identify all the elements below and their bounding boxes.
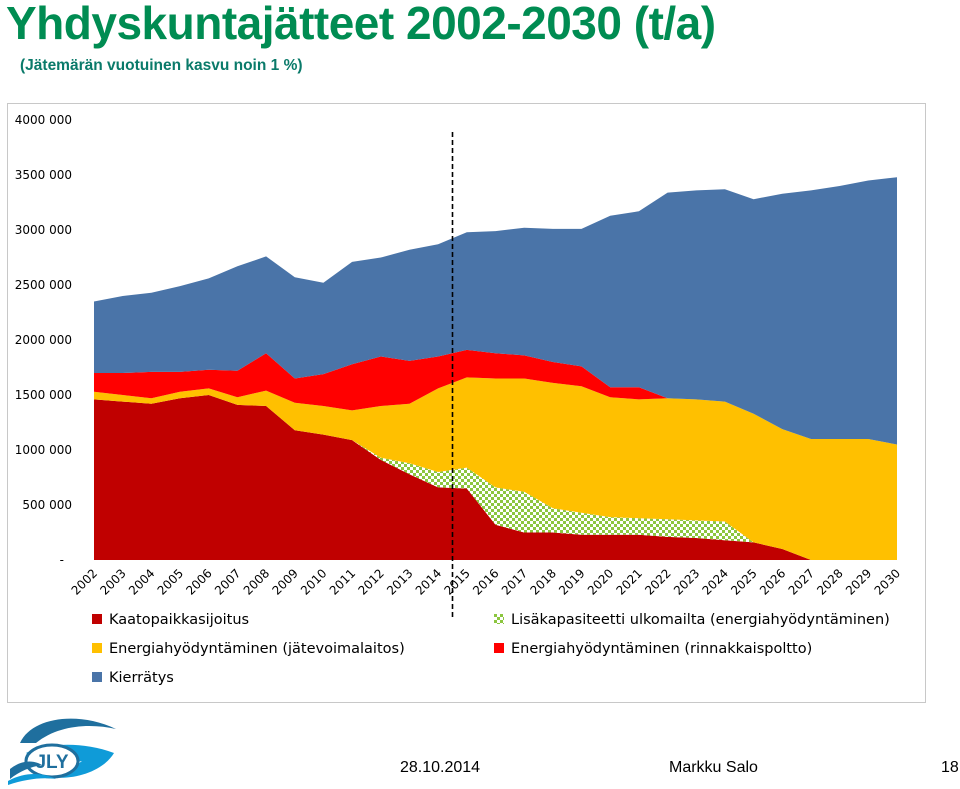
y-tick-label: 4000 000 <box>15 113 72 127</box>
y-tick-label: - <box>60 553 64 567</box>
series-areas <box>94 177 897 560</box>
footer-author: Markku Salo <box>669 759 758 776</box>
page-number: 18 <box>941 759 959 776</box>
x-tick-label: 2017 <box>499 566 530 597</box>
legend-swatch-energiahyodyntaminen-rinnakkaispoltto <box>494 643 504 653</box>
x-tick-label: 2026 <box>757 566 788 597</box>
y-tick-label: 2500 000 <box>15 278 72 292</box>
legend-swatch-kierratys <box>92 672 102 682</box>
footer-date: 28.10.2014 <box>400 759 481 776</box>
jly-logo: JLY <box>8 718 116 785</box>
legend-label-kaatopaikkasijoitus: Kaatopaikkasijoitus <box>109 612 249 628</box>
series-area-energiahyodyntaminen-jatevoimalaitos <box>94 377 897 560</box>
x-tick-label: 2002 <box>69 566 100 597</box>
y-tick-label: 500 000 <box>22 498 72 512</box>
x-tick-label: 2018 <box>528 566 559 597</box>
stacked-area-chart: - 500 000 1000 000 1500 000 2000 000 2500 000… <box>15 113 903 686</box>
y-tick-label: 2000 000 <box>15 333 72 347</box>
slide-subtitle: (Jätemärän vuotuinen kasvu noin 1 %) <box>20 57 303 74</box>
series-area-kaatopaikkasijoitus <box>94 395 897 560</box>
x-tick-label: 2027 <box>786 566 817 597</box>
x-tick-label: 2021 <box>614 566 645 597</box>
legend-swatch-lisakapasiteetti-ulkomailta-energiahyodyntaminen <box>494 614 504 624</box>
x-tick-label: 2029 <box>843 566 874 597</box>
x-tick-label: 2013 <box>384 566 415 597</box>
y-tick-label: 3000 000 <box>15 223 72 237</box>
y-tick-label: 1500 000 <box>15 388 72 402</box>
y-axis: - 500 000 1000 000 1500 000 2000 000 2500 000… <box>15 113 72 567</box>
x-tick-label: 2008 <box>241 566 272 597</box>
series-area-kierratys <box>94 177 897 445</box>
x-axis: 2002200320042005200620072008200920102011… <box>69 566 903 597</box>
legend-label-kierratys: Kierrätys <box>109 670 174 686</box>
x-tick-label: 2003 <box>97 566 128 597</box>
x-tick-label: 2015 <box>441 566 472 597</box>
series-area-energiahyodyntaminen-rinnakkaispoltto <box>94 349 897 445</box>
x-tick-label: 2004 <box>126 566 157 597</box>
x-tick-label: 2010 <box>298 566 329 597</box>
x-tick-label: 2019 <box>556 566 587 597</box>
x-tick-label: 2012 <box>355 566 386 597</box>
y-tick-label: 1000 000 <box>15 443 72 457</box>
x-tick-label: 2020 <box>585 566 616 597</box>
x-tick-label: 2022 <box>642 566 673 597</box>
x-tick-label: 2025 <box>728 566 759 597</box>
x-tick-label: 2030 <box>872 566 903 597</box>
legend-swatch-energiahyodyntaminen-jatevoimalaitos <box>92 643 102 653</box>
legend: Kaatopaikkasijoitus Lisäkapasiteetti ulko… <box>92 612 890 686</box>
chart-frame: - 500 000 1000 000 1500 000 2000 000 2500 000… <box>7 103 926 703</box>
slide-title: Yhdyskuntajätteet 2002-2030 (t/a) <box>6 0 716 49</box>
x-tick-label: 2028 <box>814 566 845 597</box>
x-tick-label: 2005 <box>155 566 186 597</box>
x-tick-label: 2016 <box>470 566 501 597</box>
legend-swatch-kaatopaikkasijoitus <box>92 614 102 624</box>
x-tick-label: 2011 <box>327 566 358 597</box>
legend-label-energiahyodyntaminen-jatevoimalaitos: Energiahyödyntäminen (jätevoimalaitos) <box>109 641 405 657</box>
x-tick-label: 2007 <box>212 566 243 597</box>
y-tick-label: 3500 000 <box>15 168 72 182</box>
x-tick-label: 2024 <box>700 566 731 597</box>
x-tick-label: 2023 <box>671 566 702 597</box>
legend-label-lisakapasiteetti-ulkomailta-energiahyodyntaminen: Lisäkapasiteetti ulkomailta (energiahyöd… <box>511 612 890 628</box>
logo-text: JLY <box>35 752 68 773</box>
x-tick-label: 2006 <box>183 566 214 597</box>
x-tick-label: 2014 <box>413 566 444 597</box>
x-tick-label: 2009 <box>269 566 300 597</box>
legend-label-energiahyodyntaminen-rinnakkaispoltto: Energiahyödyntäminen (rinnakkaispoltto) <box>511 641 812 657</box>
